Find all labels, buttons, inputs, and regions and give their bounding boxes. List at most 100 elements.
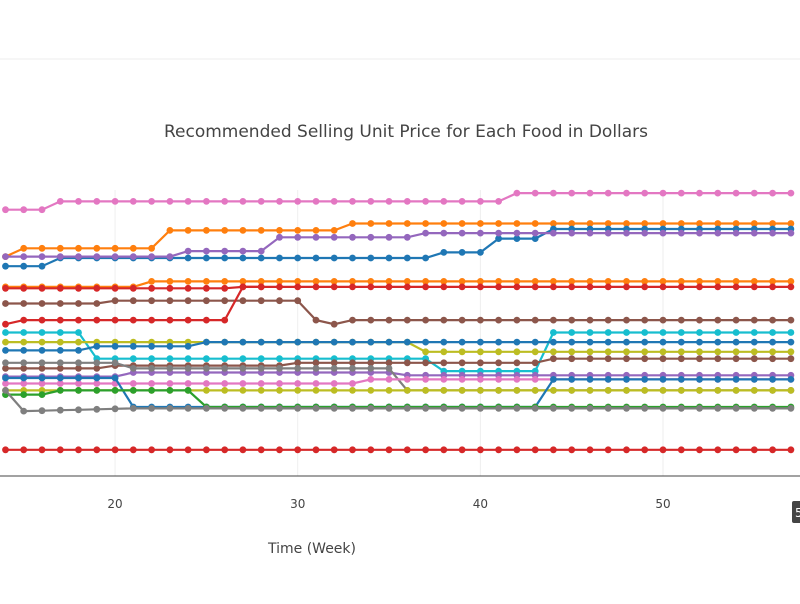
data-point[interactable] — [184, 405, 192, 412]
data-point[interactable] — [641, 376, 649, 383]
data-point[interactable] — [111, 297, 119, 305]
data-point[interactable] — [568, 348, 576, 356]
data-point[interactable] — [495, 387, 502, 394]
data-point[interactable] — [732, 338, 740, 346]
data-point[interactable] — [623, 329, 630, 336]
data-point[interactable] — [239, 355, 247, 363]
data-point[interactable] — [330, 446, 338, 454]
data-point[interactable] — [458, 198, 466, 205]
data-point[interactable] — [312, 405, 320, 412]
data-point[interactable] — [403, 405, 411, 412]
data-point[interactable] — [93, 359, 101, 367]
data-point[interactable] — [349, 380, 356, 387]
data-point[interactable] — [203, 198, 210, 205]
data-point[interactable] — [550, 338, 557, 346]
data-point[interactable] — [294, 297, 302, 305]
data-point[interactable] — [93, 284, 101, 292]
data-point[interactable] — [221, 247, 229, 255]
data-point[interactable] — [2, 329, 9, 336]
data-point[interactable] — [659, 338, 667, 346]
data-point[interactable] — [513, 220, 521, 227]
data-point[interactable] — [312, 338, 320, 346]
data-point[interactable] — [56, 253, 64, 260]
data-point[interactable] — [276, 355, 283, 363]
data-point[interactable] — [330, 320, 338, 328]
data-point[interactable] — [732, 316, 740, 324]
data-point[interactable] — [312, 446, 320, 454]
data-point[interactable] — [623, 189, 630, 197]
data-point[interactable] — [623, 338, 630, 346]
data-point[interactable] — [696, 220, 703, 227]
data-point[interactable] — [750, 446, 758, 454]
data-point[interactable] — [129, 387, 137, 394]
data-point[interactable] — [367, 405, 375, 412]
data-point[interactable] — [550, 189, 557, 197]
data-point[interactable] — [458, 359, 466, 367]
data-point[interactable] — [330, 380, 338, 387]
data-point[interactable] — [714, 376, 722, 383]
data-point[interactable] — [38, 374, 46, 382]
data-point[interactable] — [257, 405, 265, 412]
data-point[interactable] — [586, 376, 594, 383]
data-point[interactable] — [56, 374, 64, 382]
data-point[interactable] — [568, 278, 576, 285]
data-point[interactable] — [75, 329, 82, 336]
data-point[interactable] — [276, 233, 283, 241]
data-point[interactable] — [769, 376, 776, 383]
data-point[interactable] — [111, 446, 119, 454]
data-point[interactable] — [2, 338, 9, 346]
data-point[interactable] — [422, 359, 429, 367]
data-point[interactable] — [604, 446, 612, 454]
data-point[interactable] — [714, 355, 722, 363]
data-point[interactable] — [93, 387, 101, 394]
data-point[interactable] — [513, 189, 521, 197]
data-point[interactable] — [257, 297, 265, 305]
data-point[interactable] — [641, 446, 649, 454]
data-point[interactable] — [604, 387, 612, 394]
data-point[interactable] — [458, 405, 466, 412]
data-point[interactable] — [93, 253, 101, 260]
data-point[interactable] — [787, 189, 795, 197]
data-point[interactable] — [477, 198, 484, 205]
data-point[interactable] — [403, 278, 411, 285]
data-point[interactable] — [257, 198, 265, 205]
data-point[interactable] — [458, 278, 466, 285]
data-point[interactable] — [732, 278, 740, 285]
data-point[interactable] — [330, 283, 338, 291]
data-point[interactable] — [349, 254, 356, 262]
data-point[interactable] — [38, 391, 46, 398]
data-point[interactable] — [38, 262, 46, 270]
data-point[interactable] — [550, 405, 557, 412]
data-point[interactable] — [769, 329, 776, 336]
data-point[interactable] — [239, 278, 247, 285]
data-point[interactable] — [659, 278, 667, 285]
data-point[interactable] — [166, 198, 174, 205]
data-point[interactable] — [440, 376, 448, 383]
data-point[interactable] — [458, 446, 466, 454]
data-point[interactable] — [38, 407, 46, 415]
data-point[interactable] — [623, 446, 630, 454]
data-point[interactable] — [641, 329, 649, 336]
data-point[interactable] — [750, 405, 758, 412]
data-point[interactable] — [495, 376, 502, 383]
data-point[interactable] — [148, 446, 156, 454]
data-point[interactable] — [148, 278, 156, 285]
data-point[interactable] — [239, 254, 247, 262]
data-point[interactable] — [367, 198, 375, 205]
data-point[interactable] — [294, 198, 302, 205]
data-point[interactable] — [38, 300, 46, 307]
data-point[interactable] — [75, 347, 82, 354]
data-point[interactable] — [257, 283, 265, 291]
data-point[interactable] — [75, 365, 82, 372]
data-point[interactable] — [276, 198, 283, 205]
data-point[interactable] — [623, 405, 630, 412]
data-point[interactable] — [203, 446, 210, 454]
data-point[interactable] — [568, 387, 576, 394]
data-point[interactable] — [641, 405, 649, 412]
data-point[interactable] — [221, 227, 229, 234]
data-point[interactable] — [513, 338, 521, 346]
data-point[interactable] — [349, 405, 356, 412]
data-point[interactable] — [385, 359, 393, 367]
data-point[interactable] — [56, 387, 64, 394]
data-point[interactable] — [20, 391, 28, 398]
